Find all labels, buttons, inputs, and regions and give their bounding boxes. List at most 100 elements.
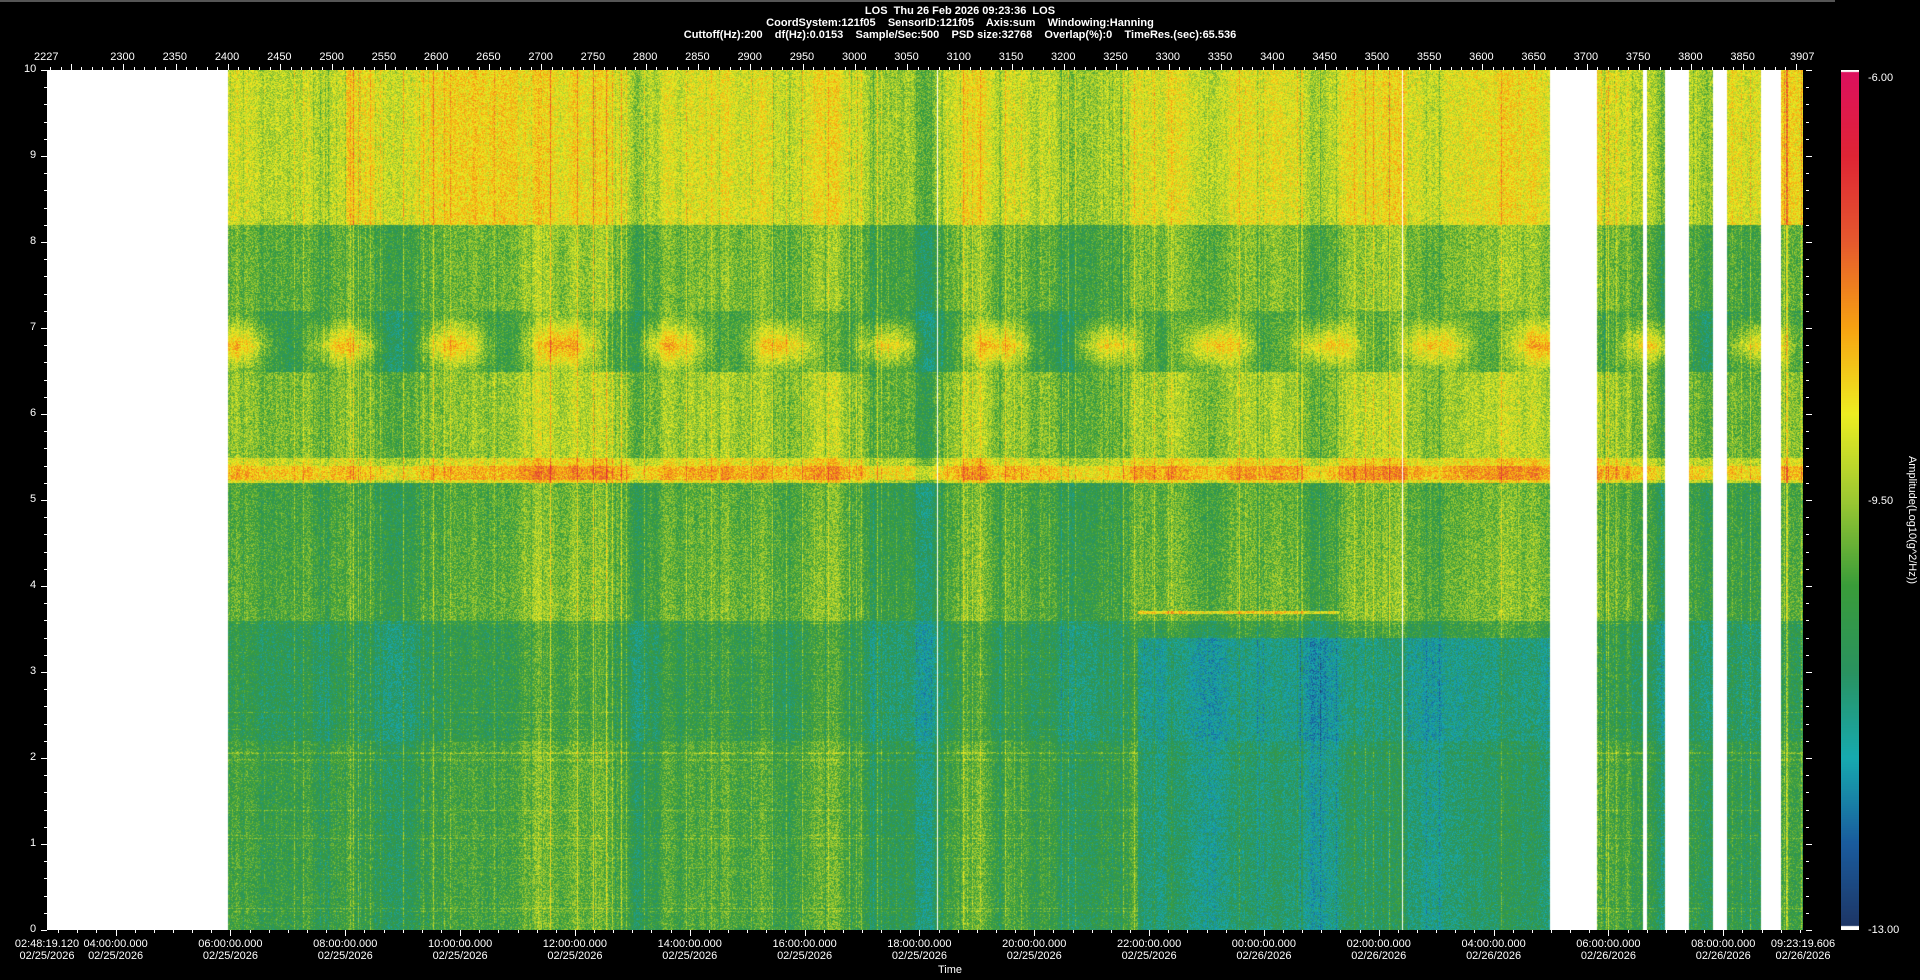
y-axis-tick: [41, 328, 47, 329]
chart-title: LOS Thu 26 Feb 2026 09:23:36 LOS: [864, 5, 1056, 17]
x-axis-tick: [421, 930, 423, 933]
spectrogram-plot[interactable]: [47, 70, 1803, 930]
colorbar-side-tick: [1806, 242, 1812, 243]
colorbar-side-tick: [1806, 706, 1809, 708]
x-tick-time: 20:00:00.000: [1002, 938, 1067, 950]
x-axis-tick: [1321, 930, 1323, 933]
top-axis-tick: [1607, 67, 1609, 70]
y-axis-tick: [44, 121, 47, 123]
x-axis-tick: [517, 930, 519, 933]
x-tick-date: 02/25/2026: [1121, 950, 1177, 962]
top-axis-tick: [1022, 67, 1024, 70]
top-axis-tick: [729, 67, 731, 70]
top-axis-tick-label: 3600: [1469, 51, 1494, 63]
top-axis-tick-label: 2800: [632, 51, 658, 63]
y-axis-tick: [44, 706, 47, 708]
top-axis-tick: [959, 64, 961, 70]
y-axis-tick-label: 8: [30, 235, 37, 247]
x-axis-tick: [306, 930, 308, 933]
top-axis-tick: [1597, 67, 1599, 70]
top-axis-tick: [990, 67, 992, 70]
y-axis-tick: [44, 568, 47, 570]
x-tick-date: 02/25/2026: [891, 950, 947, 962]
top-axis-tick: [896, 67, 898, 70]
x-axis-tick: [574, 930, 576, 936]
top-axis-tick: [1544, 67, 1546, 70]
colorbar-side-tick: [1806, 328, 1812, 329]
top-axis-tick: [645, 64, 647, 70]
colorbar-side-tick: [1806, 276, 1809, 278]
top-axis-tick: [949, 67, 951, 70]
x-axis-tick: [230, 930, 232, 936]
colorbar-side-tick: [1806, 173, 1809, 175]
top-axis-tick: [1701, 67, 1703, 70]
top-axis-tick: [834, 67, 836, 70]
top-axis-tick-label: 2650: [476, 51, 501, 63]
top-axis-tick: [1043, 67, 1045, 70]
top-axis-tick: [520, 67, 522, 70]
x-axis-tick: [460, 930, 462, 936]
top-axis-tick: [1147, 67, 1149, 70]
top-axis-tick: [1367, 67, 1369, 70]
top-axis-tick: [1534, 64, 1536, 70]
x-axis-tick: [58, 930, 60, 933]
y-axis-tick: [41, 586, 47, 587]
top-axis-tick: [1785, 67, 1787, 70]
colorbar-side-tick: [1806, 689, 1809, 691]
top-axis-tick: [1273, 64, 1275, 70]
top-axis-tick: [1178, 67, 1180, 70]
x-axis-tick-label: 00:00:00.000 02/26/2026: [1219, 938, 1309, 962]
y-axis-tick: [44, 878, 47, 880]
colorbar-side-tick: [1806, 431, 1809, 433]
colorbar-side-tick: [1806, 207, 1809, 209]
colorbar-title: Amplitude(Log10(g^2/Hz)): [1906, 455, 1918, 585]
top-axis-tick-label: 3000: [841, 51, 867, 63]
y-axis-tick: [41, 70, 47, 71]
top-axis-tick: [374, 67, 376, 70]
x-tick-date: 02/25/2026: [88, 950, 144, 962]
colorbar-side-tick: [1806, 740, 1809, 742]
x-axis-tick-label: 06:00:00.000 02/25/2026: [185, 938, 275, 962]
top-axis-tick: [1126, 67, 1128, 70]
top-axis-tick: [457, 67, 459, 70]
top-axis-tick: [426, 67, 428, 70]
y-axis-tick: [44, 603, 47, 605]
top-axis-tick: [969, 67, 971, 70]
x-axis-tick: [1378, 930, 1380, 936]
x-tick-date: 02/26/2026: [1695, 950, 1751, 962]
colorbar-side-tick: [1806, 758, 1812, 759]
y-axis-tick: [44, 259, 47, 261]
top-axis-tick: [781, 67, 783, 70]
top-axis-tick: [771, 67, 773, 70]
top-axis-tick-label: 2850: [685, 51, 710, 63]
x-axis-tick-label: 02:48:19.120 02/25/2026: [2, 938, 92, 962]
y-axis-tick: [44, 861, 47, 863]
x-axis-tick-label: 18:00:00.000 02/25/2026: [874, 938, 964, 962]
top-axis-tick: [593, 64, 595, 70]
x-axis-tick: [651, 930, 653, 933]
y-axis-tick: [44, 362, 47, 364]
y-axis-tick: [44, 276, 47, 278]
x-axis-tick: [173, 930, 174, 933]
x-axis-tick: [919, 930, 921, 936]
x-tick-time: 00:00:00.000: [1231, 938, 1297, 950]
top-axis-tick-label: 3200: [1051, 51, 1076, 63]
x-axis-tick: [115, 930, 117, 936]
x-axis-tick: [96, 930, 98, 933]
y-axis-tick: [41, 156, 47, 157]
x-tick-time: 10:00:00.000: [427, 938, 493, 950]
x-axis-tick: [747, 930, 749, 933]
top-axis-tick: [415, 67, 417, 70]
x-axis-tick: [153, 930, 155, 933]
x-axis-tick: [1646, 930, 1648, 933]
x-axis-tick-label: 22:00:00.000 02/25/2026: [1104, 938, 1194, 962]
x-tick-time: 02:00:00.000: [1346, 938, 1411, 950]
x-axis-tick: [1283, 930, 1285, 933]
x-axis-tick: [708, 930, 710, 933]
x-axis-tick: [632, 930, 634, 933]
x-axis-tick-label: 09:23:19.606 02/26/2026: [1758, 938, 1848, 962]
top-axis-tick: [980, 67, 982, 70]
top-axis-tick-label: 3650: [1521, 51, 1546, 63]
top-axis-tick: [1220, 64, 1222, 70]
top-axis-tick: [823, 67, 825, 70]
